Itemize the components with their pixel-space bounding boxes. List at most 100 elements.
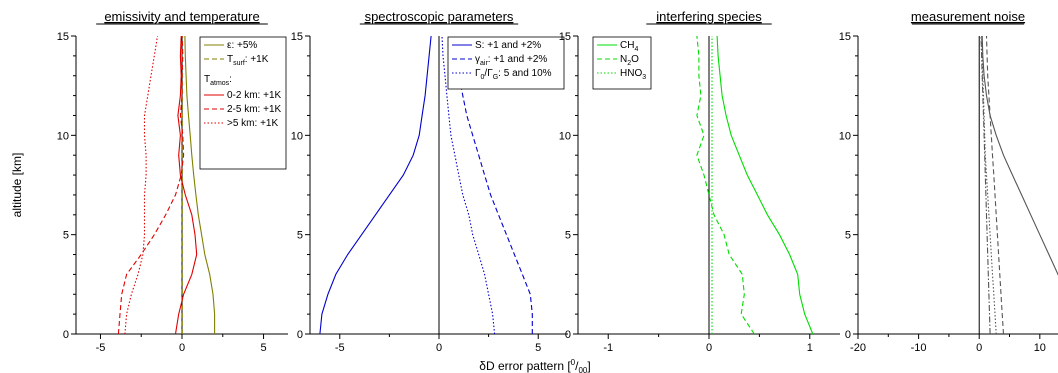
panel-title: emissivity and temperature — [104, 9, 259, 24]
x-tick-label: -10 — [911, 342, 927, 354]
series-line-3 — [980, 36, 991, 334]
y-tick-label: 0 — [565, 329, 571, 341]
legend-label-part: : 5 and 10% — [498, 68, 551, 79]
y-tick-label: 0 — [297, 329, 303, 341]
panel-title: interfering species — [656, 9, 762, 24]
series-line-5 — [124, 36, 159, 334]
legend-group-header-main: T — [204, 74, 210, 85]
x-axis-label: δD error pattern [0/00] — [479, 358, 590, 373]
x-tick-label: 0 — [436, 342, 442, 354]
legend-group-header-sub: atmos — [210, 80, 230, 87]
series-line-2 — [696, 36, 755, 334]
legend-box — [592, 36, 652, 90]
legend-label: ε: +5% — [227, 40, 257, 51]
legend-label-part: CH — [620, 40, 634, 51]
legend-label: Tsurf: +1K — [227, 54, 269, 67]
legend-label-part: O — [631, 54, 639, 65]
y-tick-label: 15 — [559, 31, 571, 43]
x-axis-label-sup: 0 — [571, 358, 576, 367]
series-line-4 — [981, 36, 997, 334]
series-group — [117, 36, 216, 334]
legend-label: 0-2 km: +1K — [227, 90, 282, 101]
series-line-2 — [985, 36, 1005, 334]
x-tick-label: 0 — [706, 342, 712, 354]
panel-title: spectroscopic parameters — [365, 9, 514, 24]
legend-label-part: ε: +5% — [227, 40, 257, 51]
legend-label-part: γ — [475, 54, 480, 65]
y-tick-label: 10 — [291, 130, 303, 142]
series-line-1 — [184, 36, 216, 334]
legend-label-part: N — [620, 54, 627, 65]
legend-box — [447, 36, 565, 90]
series-group — [980, 36, 1058, 334]
series-line-3 — [174, 36, 198, 334]
x-tick-label: 5 — [260, 342, 266, 354]
legend-label: 2-5 km: +1K — [227, 104, 282, 115]
legend-label-part: T — [227, 54, 233, 65]
x-axis-label-suffix: ] — [587, 359, 590, 373]
y-tick-label: 5 — [297, 230, 303, 242]
x-axis-label-slash: / — [575, 359, 579, 373]
legend-label-part: 0-2 km: +1K — [227, 90, 282, 101]
legend-label: N2O — [620, 54, 639, 67]
x-tick-label: 0 — [179, 342, 185, 354]
legend-label-part: S: +1 and +2% — [475, 40, 541, 51]
x-tick-label: -5 — [335, 342, 345, 354]
x-tick-label: 0 — [976, 342, 982, 354]
y-tick-label: 10 — [839, 130, 851, 142]
x-tick-label: 5 — [535, 342, 541, 354]
x-tick-label: -1 — [603, 342, 613, 354]
y-axis-label: altitude [km] — [10, 153, 24, 218]
legend-label-part: 3 — [642, 74, 646, 81]
x-tick-label: -20 — [850, 342, 866, 354]
panel-measurement-noise: measurement noise 0 5 10 15 -20 -10 0 10 — [839, 9, 1058, 354]
y-tick-label: 5 — [845, 230, 851, 242]
y-tick-label: 15 — [291, 31, 303, 43]
legend-label-part: : +1 and +2% — [488, 54, 548, 65]
legend-label: Γ0/ΓG: 5 and 10% — [475, 68, 552, 81]
series-line-1 — [716, 36, 814, 334]
y-tick-label: 0 — [63, 329, 69, 341]
y-tick-label: 15 — [57, 31, 69, 43]
y-tick-label: 15 — [839, 31, 851, 43]
legend: S: +1 and +2%γair: +1 and +2%Γ0/ΓG: 5 an… — [447, 36, 565, 90]
legend-label: >5 km: +1K — [227, 118, 278, 129]
legend-label-part: /Γ — [484, 68, 493, 79]
legend-label: CH4 — [620, 40, 638, 53]
legend-group-header: Tatmos: — [204, 74, 232, 87]
legend-label-part: air — [480, 60, 488, 67]
series-line-3 — [441, 36, 496, 334]
legend-label-part: : +1K — [245, 54, 269, 65]
x-tick-label: 1 — [807, 342, 813, 354]
panel-spectroscopic-parameters: spectroscopic parameters 0 5 10 15 -5 0 5 S: +1 … — [291, 9, 568, 354]
y-tick-label: 5 — [63, 230, 69, 242]
series-group — [696, 36, 814, 334]
x-tick-label: -5 — [96, 342, 106, 354]
legend-label-part: surf — [233, 60, 245, 67]
x-tick-label: 10 — [1034, 342, 1046, 354]
legend-label-part: G — [493, 74, 498, 81]
legend-label-part: 4 — [634, 46, 638, 53]
legend-label-part: HNO — [620, 68, 642, 79]
series-line-4 — [117, 36, 185, 334]
x-axis-label-sub: 00 — [578, 366, 587, 373]
legend-label-part: Γ — [475, 68, 481, 79]
legend-label-part: 2-5 km: +1K — [227, 104, 282, 115]
panel-emissivity-temperature: emissivity and temperature 0 5 10 15 -5 0 5 ε: +… — [57, 9, 288, 354]
y-tick-label: 10 — [57, 130, 69, 142]
legend-label-part: 2 — [627, 60, 631, 67]
y-tick-label: 0 — [845, 329, 851, 341]
legend-label: S: +1 and +2% — [475, 40, 541, 51]
legend-box — [199, 36, 287, 170]
legend-label: γair: +1 and +2% — [475, 54, 547, 67]
legend-label: HNO3 — [620, 68, 646, 81]
series-line-1 — [981, 36, 1058, 276]
legend: ε: +5% Tsurf: +1K Tatmos: 0-2 km: +1K 2-5 km… — [199, 36, 287, 170]
y-tick-label: 5 — [565, 230, 571, 242]
y-tick-label: 10 — [559, 130, 571, 142]
panel-title: measurement noise — [911, 9, 1025, 24]
series-line-1 — [319, 36, 432, 334]
